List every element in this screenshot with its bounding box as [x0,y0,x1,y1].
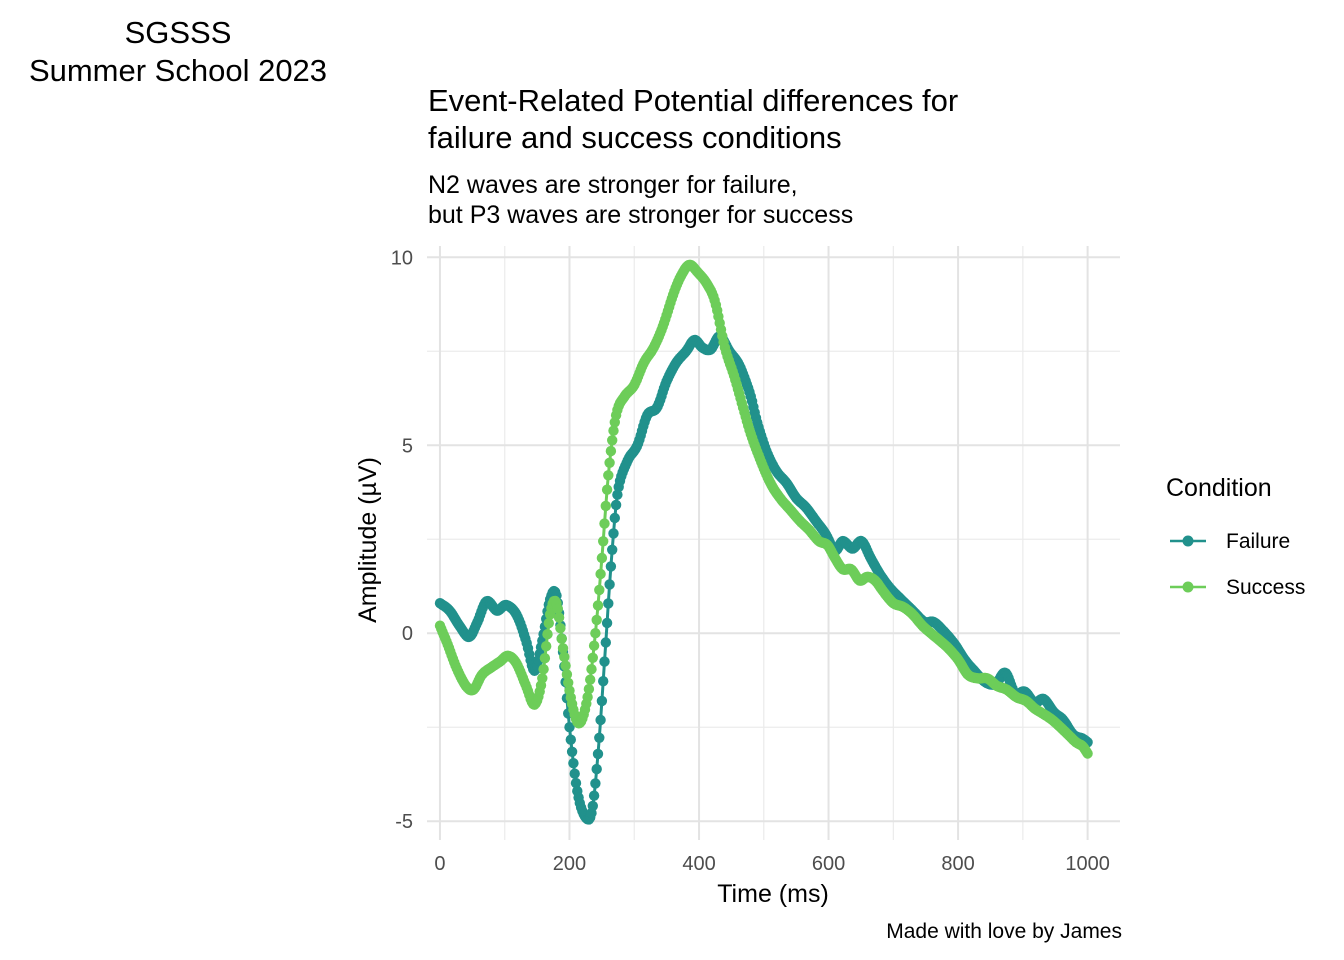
legend-key-dot-failure [1182,535,1194,547]
data-point-success [592,600,604,611]
data-point-failure [587,800,598,812]
header-tag-line-2: Summer School 2023 [28,53,328,88]
y-tick-label: 10 [391,247,413,269]
data-point-success [586,664,597,675]
legend-label-success: Success [1226,576,1306,599]
x-tick-label: 200 [553,853,586,875]
chart-title-line-2: failure and success conditions [428,120,842,155]
data-point-failure [596,695,608,707]
data-point-success [553,612,565,623]
data-point-success [538,664,549,675]
data-point-success [596,552,608,564]
chart-title: Event-Related Potential differences for … [428,82,958,156]
data-point-failure [603,598,614,609]
data-point-success [595,568,606,580]
data-point-failure [588,790,600,801]
caption: Made with love by James [886,920,1122,943]
data-point-failure [591,763,602,775]
data-point-failure [598,676,609,687]
data-point-success [598,536,609,547]
data-point-failure [565,734,576,745]
data-point-success [608,425,619,436]
data-point-success [587,652,598,663]
data-point-failure [607,544,618,555]
x-tick-label: 1000 [1065,853,1110,875]
data-point-success [585,674,596,685]
tick-labels: 0 200 400 600 800 1000 -5 0 5 10 [391,247,1110,875]
data-point-success [588,640,600,651]
data-point-success [603,470,614,481]
data-point-failure [595,714,606,726]
data-point-failure [570,777,582,789]
header-tag: SGSSS Summer School 2023 [0,14,356,90]
legend [1170,535,1206,593]
data-point-failure [568,758,579,769]
data-point-failure [604,579,615,590]
data-point-success [559,651,570,663]
data-point-failure [608,528,619,539]
data-point-success [543,618,554,629]
data-point-failure [590,778,601,789]
data-point-failure [592,748,604,760]
data-point-failure [569,768,580,779]
data-point-success [557,643,569,654]
data-point-failure [605,561,617,572]
grid [427,246,1120,840]
data-point-success [552,603,563,614]
header-tag-line-1: SGSSS [124,15,232,50]
data-point-success [583,683,595,695]
data-point-success [599,518,610,529]
x-tick-label: 400 [682,853,715,875]
y-tick-label: 0 [402,623,413,645]
data-point-success [600,500,611,512]
data-point-success [537,673,548,684]
data-point-success [590,628,601,639]
data-point-success [561,669,573,680]
data-point-success [541,641,552,652]
x-tick-label: 600 [812,853,845,875]
data-point-failure [601,617,613,629]
data-point-success [542,629,553,640]
data-point-failure [609,512,620,524]
x-tick-label: 800 [941,853,974,875]
data-point-failure [610,499,622,511]
series-success [434,259,1093,759]
data-point-success [604,457,615,468]
data-point-success [539,653,551,664]
chart-subtitle: N2 waves are stronger for failure, but P… [428,170,853,230]
data-point-failure [599,656,610,667]
data-point-success [601,484,613,495]
x-tick-label: 0 [434,853,445,875]
data-point-success [591,614,602,626]
data-point-failure [612,489,623,500]
data-point-failure [564,722,575,733]
legend-key-dot-success [1182,581,1194,593]
data-point-failure [600,637,611,648]
y-tick-label: -5 [395,811,413,833]
x-axis-label: Time (ms) [717,880,829,908]
chart-subtitle-line-2: but P3 waves are stronger for success [428,201,854,229]
chart-subtitle-line-1: N2 waves are stronger for failure, [428,171,798,199]
data-point-success [582,691,593,703]
data-point-success [594,584,605,596]
data-point-success [607,435,618,446]
legend-label-failure: Failure [1226,530,1291,553]
chart-title-line-1: Event-Related Potential differences for [428,83,959,118]
data-point-success [605,445,617,457]
data-point-success [560,660,571,671]
data-point-success [556,633,567,644]
data-point-failure [594,732,605,743]
data-point-failure [566,746,578,757]
y-axis-label: Amplitude (µV) [354,457,382,623]
legend-title: Condition [1166,474,1272,502]
data-point-success [563,677,574,688]
series-layer [434,259,1093,825]
y-tick-label: 5 [402,435,413,457]
data-point-success [555,623,566,634]
data-point-success [1082,748,1093,759]
